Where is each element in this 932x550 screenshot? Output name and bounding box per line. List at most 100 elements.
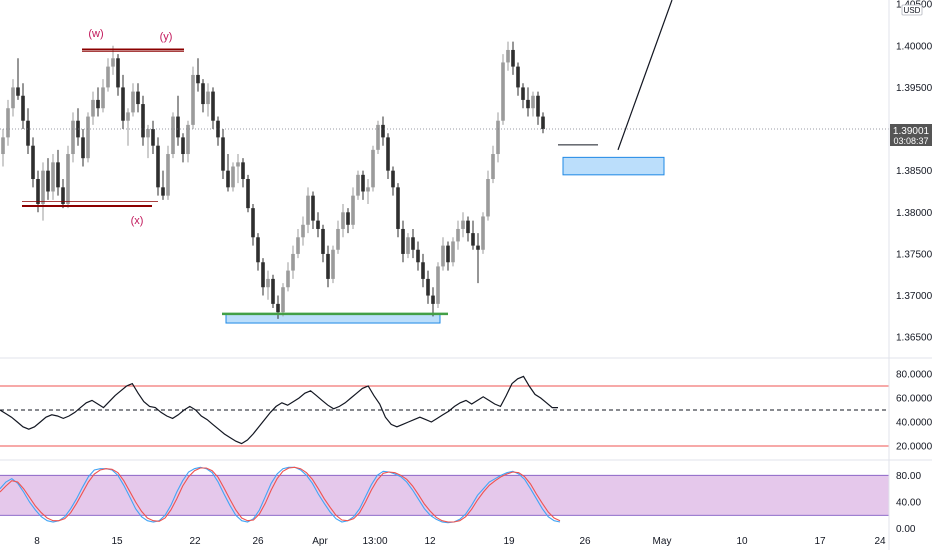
candle-down [401, 228, 405, 254]
time-tick-label: 13:00 [362, 536, 387, 547]
candle-down [361, 174, 365, 192]
candle-down [251, 208, 255, 238]
candle-down [391, 170, 395, 188]
price-tick-label: 1.37000 [896, 291, 932, 302]
candle-up [356, 174, 360, 196]
candle-down [21, 95, 25, 121]
candle-up [441, 245, 445, 267]
candle-up [451, 241, 455, 263]
candle-down [311, 195, 315, 221]
candle-down [246, 179, 250, 209]
time-tick-label: 12 [424, 536, 436, 547]
time-axis[interactable]: 8 15 22 26 Apr 13:00 12 19 26 May 10 17 24 [34, 536, 886, 547]
wave-label-w: (w) [88, 28, 103, 40]
wave-label-x: (x) [131, 215, 144, 227]
candle-down [526, 99, 530, 109]
candle-down [211, 91, 215, 121]
candle-up [186, 124, 190, 155]
candle-up [331, 249, 335, 279]
candle-down [521, 87, 525, 100]
candle-down [516, 66, 520, 88]
candle-up [371, 149, 375, 188]
projection-line[interactable] [617, 0, 673, 151]
drawings[interactable] [0, 0, 889, 316]
candle-down [216, 120, 220, 138]
candle-down [141, 104, 145, 138]
candle-up [41, 170, 45, 204]
osc2-tick-label: 40.00 [896, 498, 921, 509]
zones [225, 156, 665, 324]
candle-up [376, 124, 380, 150]
candle-down [196, 74, 200, 84]
candle-down [241, 162, 245, 179]
candle-up [166, 154, 170, 196]
candle-down [121, 87, 125, 121]
last-price: 1.39001 [893, 126, 930, 137]
candle-up [191, 74, 195, 125]
candle-down [46, 170, 50, 192]
candle-down [471, 233, 475, 246]
candle-up [91, 99, 95, 117]
candle-up [266, 278, 270, 288]
candle-down [31, 145, 35, 179]
candle-down [416, 249, 420, 263]
candle-down [316, 220, 320, 229]
candle-down [431, 295, 435, 304]
candle-down [176, 116, 180, 138]
candle-up [171, 116, 175, 155]
candle-down [476, 245, 480, 250]
candle-up [236, 162, 240, 167]
candle-up [86, 116, 90, 159]
candle-down [221, 137, 225, 171]
candle-up [6, 108, 10, 138]
candle-up [146, 129, 150, 138]
oscillator-1-pane[interactable]: 80.00000 60.00000 40.00000 20.00000 [0, 370, 932, 453]
price-pane[interactable]: (w) (y) (x) [0, 0, 889, 324]
osc2-k-line [0, 466, 561, 524]
candle-up [491, 154, 495, 179]
candle-down [381, 124, 385, 138]
candle-up [481, 216, 485, 250]
candle-down [136, 91, 140, 105]
candle-down [426, 278, 430, 296]
time-tick-label: 22 [189, 536, 201, 547]
oscillator-2-pane[interactable]: 80.00 40.00 0.00 [0, 466, 921, 535]
price-axis[interactable]: 1.405001.400001.395001.390001.385001.380… [896, 0, 932, 344]
price-tick-label: 1.40000 [896, 41, 932, 52]
time-tick-label: 19 [503, 536, 515, 547]
candle-up [531, 95, 535, 109]
candle-down [61, 187, 65, 204]
candle-up [101, 87, 105, 109]
candle-down [321, 228, 325, 254]
time-tick-label: Apr [312, 536, 328, 547]
candle-down [326, 253, 330, 279]
candle-up [131, 91, 135, 113]
candle-up [456, 228, 460, 242]
candle-up [296, 237, 300, 254]
time-tick-label: 24 [874, 536, 886, 547]
time-tick-label: 10 [736, 536, 748, 547]
candle-down [466, 220, 470, 234]
candle-up [436, 266, 440, 304]
osc1-tick-label: 40.00000 [896, 418, 932, 429]
candle-up [301, 224, 305, 238]
osc1-tick-label: 80.00000 [896, 370, 932, 381]
candle-down [446, 245, 450, 263]
candle-up [106, 66, 110, 88]
osc2-tick-label: 80.00 [896, 471, 921, 482]
price-tick-label: 1.38000 [896, 208, 932, 219]
candle-up [206, 91, 210, 105]
candle-down [411, 237, 415, 250]
time-tick-label: 17 [814, 536, 826, 547]
candle-down [81, 137, 85, 159]
time-tick-label: 26 [252, 536, 264, 547]
candle-up [406, 237, 410, 254]
candle-down [346, 212, 350, 225]
candle-up [51, 162, 55, 192]
candle-up [66, 154, 70, 204]
countdown: 03:08:37 [893, 136, 928, 146]
wave-label-y: (y) [160, 31, 173, 43]
candle-down [271, 278, 275, 304]
candle-down [96, 99, 100, 109]
